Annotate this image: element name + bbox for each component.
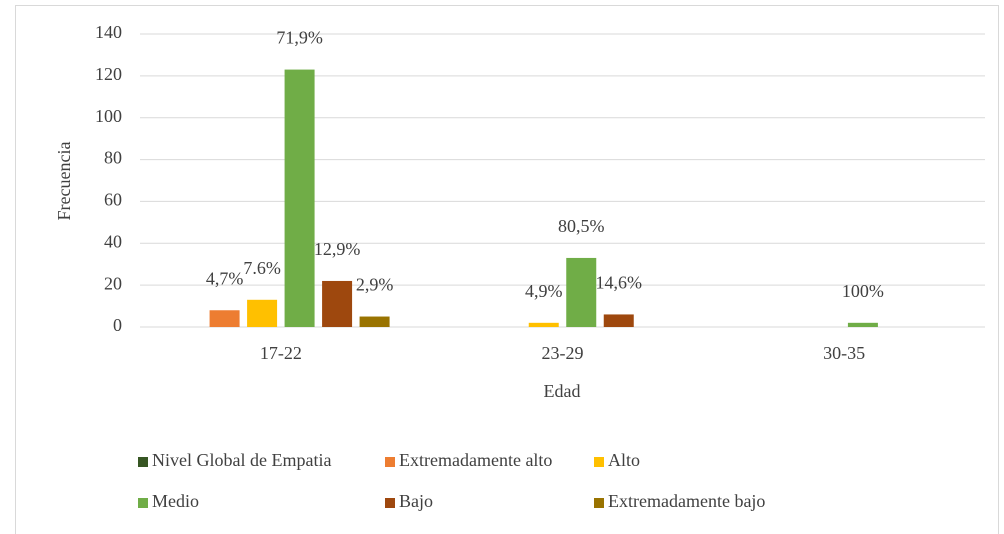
legend-swatch [385,457,395,467]
y-tick-label: 100 [95,106,122,126]
data-label: 4,7% [206,268,244,288]
y-tick-label: 80 [104,148,122,168]
legend-swatch [385,498,395,508]
legend-label: Bajo [399,491,433,511]
x-axis-title: Edad [544,381,581,401]
y-tick-label: 40 [104,231,122,251]
data-label: 80,5% [558,216,605,236]
y-tick-label: 20 [104,273,122,293]
data-label: 7.6% [243,258,281,278]
data-label: 14,6% [596,273,643,293]
y-axis-title: Frecuencia [54,142,74,221]
y-tick-label: 120 [95,64,122,84]
legend-label: Extremadamente bajo [608,491,765,511]
x-tick-label: 23-29 [542,343,584,363]
bar [847,322,878,327]
bar [603,314,634,327]
bar [566,257,597,327]
bar [284,69,315,327]
legend-swatch [594,457,604,467]
y-tick-label: 60 [104,190,122,210]
bar [209,310,240,327]
legend-swatch [594,498,604,508]
legend-label: Extremadamente alto [399,450,552,470]
data-label: 100% [842,281,884,301]
y-tick-label: 0 [113,315,122,335]
bar [322,280,353,327]
x-tick-label: 17-22 [260,343,302,363]
legend-label: Medio [152,491,199,511]
bar [528,322,559,327]
legend-label: Alto [608,450,640,470]
legend-swatch [138,498,148,508]
data-label: 12,9% [314,239,361,259]
bar [247,299,278,327]
legend-swatch [138,457,148,467]
data-label: 2,9% [356,275,394,295]
x-tick-label: 30-35 [823,343,865,363]
data-label: 71,9% [276,28,323,48]
y-tick-label: 140 [95,22,122,42]
data-label: 4,9% [525,281,563,301]
bar [359,316,390,327]
chart-frame [15,5,999,534]
legend-label: Nivel Global de Empatia [152,450,331,470]
